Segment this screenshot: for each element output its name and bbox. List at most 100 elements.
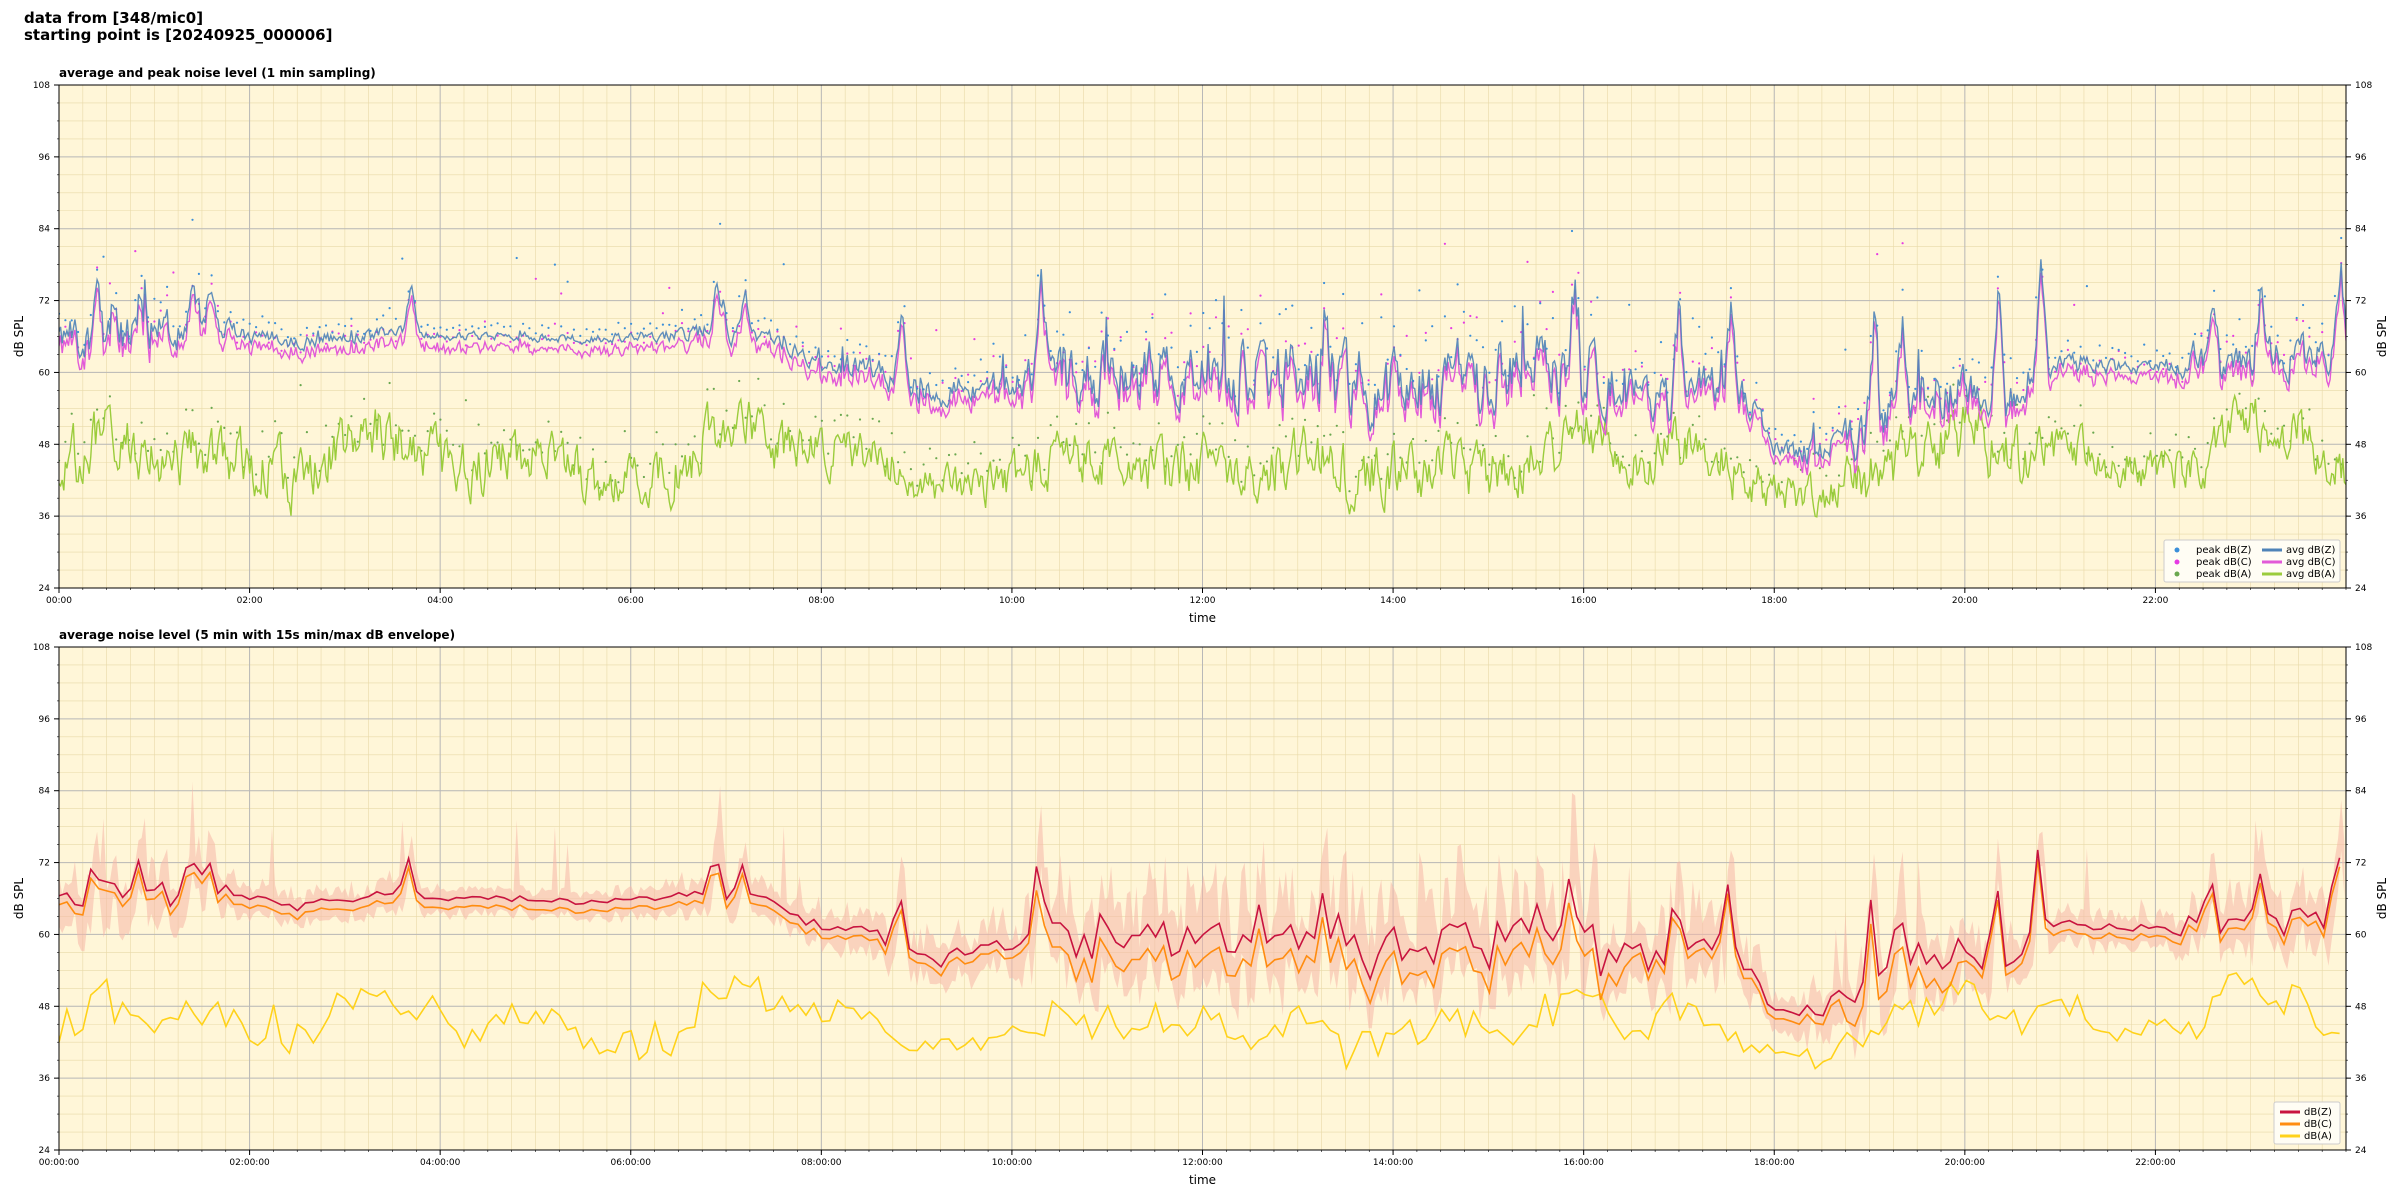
peak-dbc-point — [1488, 381, 1491, 384]
peak-dbz-point — [1240, 308, 1243, 312]
peak-dbc-point — [1876, 253, 1879, 256]
peak-dbz-point — [744, 279, 747, 282]
peak-dbc-point — [159, 309, 162, 312]
peak-dbc-point — [973, 338, 976, 341]
peak-dbc-point — [1742, 378, 1745, 382]
peak-dbz-point — [935, 383, 938, 387]
peak-dbz-point — [687, 327, 690, 330]
peak-dbz-point — [2136, 360, 2139, 363]
peak-dba-point — [204, 453, 207, 456]
peak-dbz-point — [267, 321, 270, 324]
y-axis-label-left: dB SPL — [12, 878, 26, 920]
peak-dbz-point — [1774, 427, 1777, 431]
peak-dba-point — [70, 412, 73, 415]
peak-dbz-point — [642, 327, 646, 330]
x-tick-label: 08:00 — [808, 596, 834, 606]
peak-dbc-point — [738, 325, 741, 328]
peak-dbz-point — [1564, 349, 1567, 352]
peak-dbz-point — [2124, 351, 2127, 355]
peak-dbz-point — [1291, 304, 1294, 307]
peak-dbz-point — [2263, 295, 2266, 298]
y-tick-label-right: 60 — [2355, 930, 2367, 940]
peak-dbc-point — [1869, 341, 1872, 344]
peak-dbc-point — [1590, 300, 1593, 303]
y-tick-label-left: 72 — [39, 859, 50, 869]
peak-dba-point — [661, 443, 665, 446]
peak-dba-point — [1119, 446, 1122, 449]
peak-dba-point — [235, 431, 239, 434]
peak-dbz-point — [261, 315, 264, 318]
peak-dbz-point — [2295, 316, 2298, 320]
peak-dba-point — [852, 436, 855, 439]
peak-dbc-point — [1996, 287, 1999, 290]
peak-dbc-point — [935, 329, 938, 332]
peak-dba-point — [2143, 455, 2146, 458]
peak-dba-point — [2035, 431, 2038, 434]
peak-dbz-point — [1939, 385, 1942, 388]
peak-dbc-point — [267, 341, 270, 344]
peak-dba-point — [1412, 437, 1415, 441]
peak-dba-point — [1984, 426, 1987, 429]
peak-dbz-point — [1214, 299, 1218, 302]
peak-dbz-point — [1748, 411, 1752, 414]
peak-dba-point — [1780, 481, 1783, 484]
peak-dba-point — [274, 420, 277, 423]
peak-dbz-point — [2079, 345, 2082, 348]
peak-dbz-point — [1062, 333, 1065, 336]
peak-dbz-point — [1761, 409, 1764, 412]
peak-dba-point — [1278, 424, 1281, 427]
peak-dbz-point — [871, 358, 874, 361]
x-tick-label: 14:00 — [1380, 596, 1406, 606]
peak-dbc-point — [1164, 337, 1167, 340]
peak-dbc-point — [1214, 316, 1218, 319]
peak-dba-point — [1291, 417, 1294, 420]
y-tick-label-right: 48 — [2355, 440, 2367, 450]
peak-dba-point — [1869, 431, 1872, 434]
peak-dba-point — [2003, 431, 2006, 434]
y-tick-label-left: 96 — [39, 715, 51, 725]
peak-dbz-point — [2213, 289, 2216, 292]
peak-dbz-point — [305, 326, 308, 329]
peak-dbz-point — [1145, 330, 1148, 333]
peak-dbz-point — [2143, 343, 2146, 346]
peak-dbz-point — [490, 324, 493, 327]
peak-dbz-point — [2003, 353, 2006, 356]
peak-dba-point — [261, 430, 264, 433]
peak-dbz-point — [1895, 350, 1898, 353]
avg-dba-line — [59, 393, 2346, 518]
peak-dbc-point — [471, 334, 474, 338]
legend-label: peak dB(Z) — [2196, 545, 2252, 556]
peak-dbz-point — [2225, 334, 2228, 337]
peak-dbz-point — [2035, 296, 2038, 299]
peak-dba-point — [623, 430, 626, 433]
peak-dbc-point — [1621, 368, 1624, 371]
peak-dbc-point — [1659, 374, 1663, 377]
peak-dbc-point — [2308, 335, 2311, 338]
peak-dbz-point — [680, 308, 684, 311]
peak-dba-point — [668, 471, 671, 474]
peak-dba-point — [305, 431, 308, 434]
peak-dbz-point — [2009, 357, 2012, 360]
peak-dba-point — [1837, 474, 1841, 477]
legend-label: peak dB(A) — [2196, 569, 2252, 580]
peak-dba-point — [1481, 444, 1485, 447]
peak-dbz-point — [1857, 407, 1860, 411]
peak-dbc-point — [941, 381, 944, 384]
legend-box — [2163, 539, 2341, 583]
peak-dba-point — [445, 429, 448, 432]
peak-dbz-point — [2130, 355, 2133, 358]
peak-dba-point — [1647, 461, 1650, 464]
peak-dbc-point — [490, 337, 493, 340]
peak-dbz-point — [1653, 371, 1656, 374]
peak-dbz-point — [235, 321, 239, 324]
peak-dbz-point — [763, 317, 766, 320]
peak-dba-point — [1208, 422, 1211, 425]
peak-dbc-point — [1755, 398, 1758, 401]
x-tick-label: 10:00 — [999, 596, 1025, 606]
peak-dbc-point — [1450, 327, 1453, 330]
peak-dba-point — [1469, 448, 1472, 451]
peak-dbz-point — [2092, 359, 2095, 362]
peak-dbz-point — [248, 322, 251, 325]
peak-dbc-point — [687, 330, 690, 333]
peak-dbz-point — [534, 332, 537, 335]
